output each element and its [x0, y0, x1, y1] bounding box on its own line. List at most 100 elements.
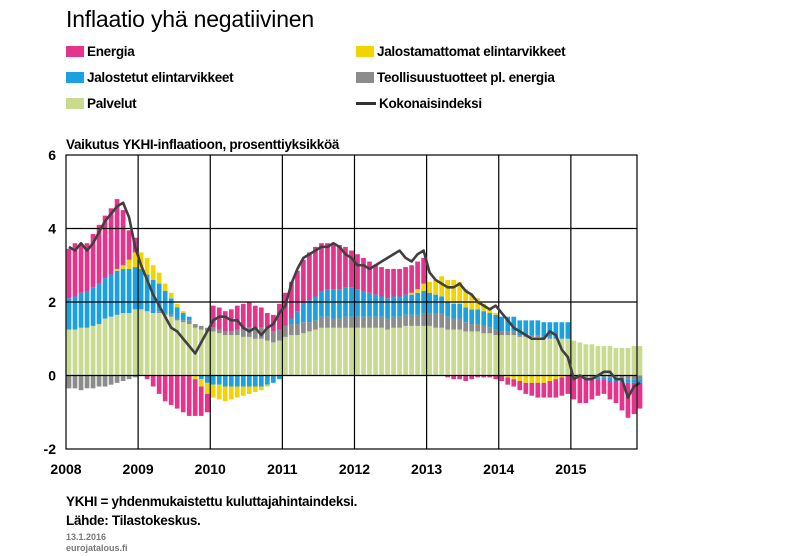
bar-palvelut-55: [397, 327, 402, 376]
legend-label-teollisuus: Teollisuustuotteet pl. energia: [377, 70, 555, 85]
bar-energia-54: [391, 268, 396, 297]
bar-energia-38: [295, 270, 300, 312]
bar-energia-35: [277, 303, 282, 330]
bar-palvelut-58: [415, 325, 420, 376]
bar-energia-21: [192, 379, 198, 416]
bar-energia-22: [198, 386, 204, 416]
x-tick-label: 2013: [411, 461, 442, 477]
bar-energia-76: [523, 382, 529, 394]
legend: Energia Jalostamattomat elintarvikkeet J…: [66, 44, 626, 122]
bar-jalostetut-73: [505, 316, 511, 332]
bar-energia-95: [637, 382, 643, 409]
bar-jalostamattomat-31: [252, 386, 258, 393]
bar-jalostetut-78: [535, 320, 541, 336]
bar-jalostamattomat-66: [463, 289, 469, 308]
bar-energia-90: [607, 381, 613, 400]
bar-energia-15: [156, 375, 162, 394]
bar-jalostetut-72: [499, 316, 505, 332]
bar-energia-50: [367, 261, 372, 293]
bar-palvelut-23: [204, 331, 210, 376]
bar-energia-44: [331, 245, 336, 290]
bar-energia-45: [337, 245, 342, 290]
x-tick-label: 2010: [195, 461, 226, 477]
bar-jalostetut-9: [120, 268, 126, 314]
bar-teollisuustuotteet-95: [637, 375, 643, 380]
bar-teollisuustuotteet-20: [186, 320, 192, 325]
bar-jalostetut-23: [204, 375, 210, 383]
bar-energia-40: [307, 252, 312, 301]
bar-energia-30: [246, 302, 252, 328]
bar-energia-59: [421, 257, 426, 284]
y-tick-label: 2: [48, 294, 56, 310]
bar-teollisuustuotteet-25: [216, 329, 222, 334]
bar-jalostamattomat-15: [156, 272, 162, 284]
legend-item-teollisuus: Teollisuustuotteet pl. energia: [356, 70, 555, 85]
bar-teollisuustuotteet-16: [162, 313, 168, 315]
bar-palvelut-78: [535, 336, 541, 376]
legend-swatch-palvelut: [66, 98, 84, 109]
line-layer: [68, 201, 641, 399]
bar-energia-39: [301, 259, 306, 304]
bar-teollisuustuotteet-93: [625, 375, 631, 380]
bar-palvelut-48: [355, 327, 360, 376]
bar-palvelut-26: [222, 335, 228, 376]
source-note: Lähde: Tilastokeskus.: [66, 513, 201, 528]
bar-jalostetut-24: [210, 375, 216, 385]
bar-energia-82: [559, 377, 565, 396]
bar-jalostetut-42: [319, 290, 324, 317]
bar-energia-33: [265, 313, 270, 328]
bar-energia-49: [361, 257, 366, 291]
bar-palvelut-37: [289, 335, 294, 376]
bar-palvelut-63: [445, 329, 450, 376]
bar-palvelut-41: [313, 329, 318, 376]
y-axis-ticks: -2 0 2 4 6: [44, 147, 57, 457]
bar-jalostetut-19: [180, 313, 186, 321]
bar-jalostamattomat-79: [541, 375, 547, 383]
bar-energia-63: [445, 375, 450, 378]
bar-palvelut-61: [433, 327, 438, 376]
bar-energia-37: [289, 281, 294, 319]
bar-teollisuustuotteet-43: [325, 316, 330, 328]
bar-energia-23: [204, 393, 210, 413]
bar-energia-71: [493, 375, 499, 380]
bar-energia-41: [313, 246, 318, 297]
bar-energia-25: [216, 307, 222, 330]
bar-palvelut-32: [258, 338, 264, 376]
bar-palvelut-76: [523, 336, 529, 376]
bar-energia-36: [283, 292, 288, 326]
bar-energia-86: [583, 379, 589, 404]
bar-jalostamattomat-30: [246, 386, 252, 394]
bar-jalostetut-0: [66, 298, 72, 330]
legend-label-jalostamattomat: Jalostamattomat elintarvikkeet: [377, 44, 566, 59]
bar-jalostetut-44: [331, 289, 336, 319]
line-kokonaisindeksi: [68, 201, 641, 399]
bar-jalostetut-70: [487, 313, 493, 328]
bar-palvelut-22: [198, 329, 204, 376]
x-tick-label: 2014: [483, 461, 514, 477]
bar-teollisuustuotteet-53: [385, 318, 390, 330]
bar-palvelut-67: [469, 331, 475, 376]
bar-jalostetut-66: [463, 307, 469, 323]
bar-jalostamattomat-21: [192, 375, 198, 380]
bar-teollisuustuotteet-19: [180, 320, 186, 323]
bar-jalostetut-37: [289, 318, 294, 325]
bar-energia-52: [379, 267, 384, 297]
legend-swatch-jalostamattomat: [356, 46, 374, 57]
bar-teollisuustuotteet-35: [277, 329, 282, 341]
bar-jalostamattomat-60: [427, 281, 432, 293]
bar-teollisuustuotteet-77: [529, 335, 535, 337]
bar-palvelut-93: [625, 347, 631, 376]
bar-energia-13: [144, 375, 150, 380]
bar-teollisuustuotteet-47: [349, 316, 354, 328]
bar-jalostamattomat-27: [228, 386, 234, 400]
legend-item-jalostamattomat: Jalostamattomat elintarvikkeet: [356, 44, 566, 59]
bar-jalostamattomat-62: [439, 276, 444, 297]
bar-palvelut-57: [409, 325, 414, 376]
bar-jalostetut-17: [168, 298, 174, 315]
bar-palvelut-92: [619, 347, 625, 376]
bar-jalostamattomat-32: [258, 386, 264, 391]
bar-jalostetut-11: [132, 267, 138, 310]
bar-energia-79: [541, 382, 547, 398]
bar-energia-91: [613, 381, 619, 404]
